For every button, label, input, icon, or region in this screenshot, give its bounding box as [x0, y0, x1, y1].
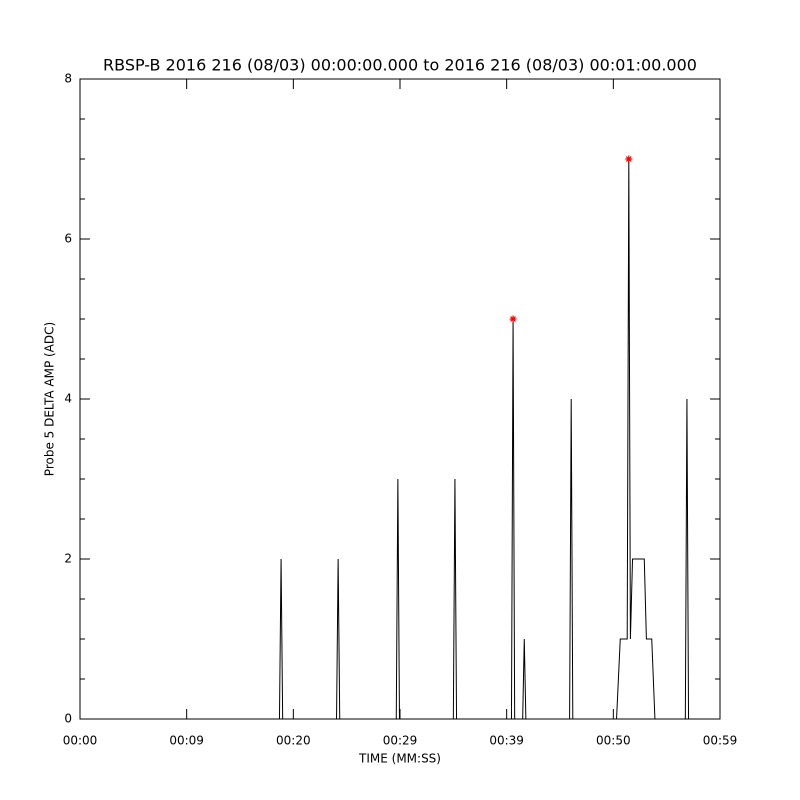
x-tick-label: 00:50	[596, 734, 631, 748]
x-tick-label: 00:39	[489, 734, 524, 748]
asterisk-marker	[509, 315, 517, 323]
asterisk-marker	[625, 155, 633, 163]
chart-title: RBSP-B 2016 216 (08/03) 00:00:00.000 to …	[103, 56, 697, 75]
y-tick-label: 0	[64, 712, 72, 726]
y-tick-label: 2	[64, 552, 72, 566]
y-axis-label: Probe 5 DELTA AMP (ADC)	[43, 322, 57, 476]
x-tick-label: 00:00	[63, 734, 98, 748]
x-axis-label: TIME (MM:SS)	[358, 752, 441, 766]
x-tick-label: 00:29	[383, 734, 418, 748]
y-tick-label: 4	[64, 392, 72, 406]
x-tick-label: 00:09	[169, 734, 204, 748]
y-tick-label: 8	[64, 72, 72, 86]
plot-frame	[79, 78, 721, 720]
x-tick-label: 00:20	[276, 734, 311, 748]
data-line	[80, 158, 690, 720]
y-tick-label: 6	[64, 232, 72, 246]
x-tick-label: 00:59	[703, 734, 738, 748]
